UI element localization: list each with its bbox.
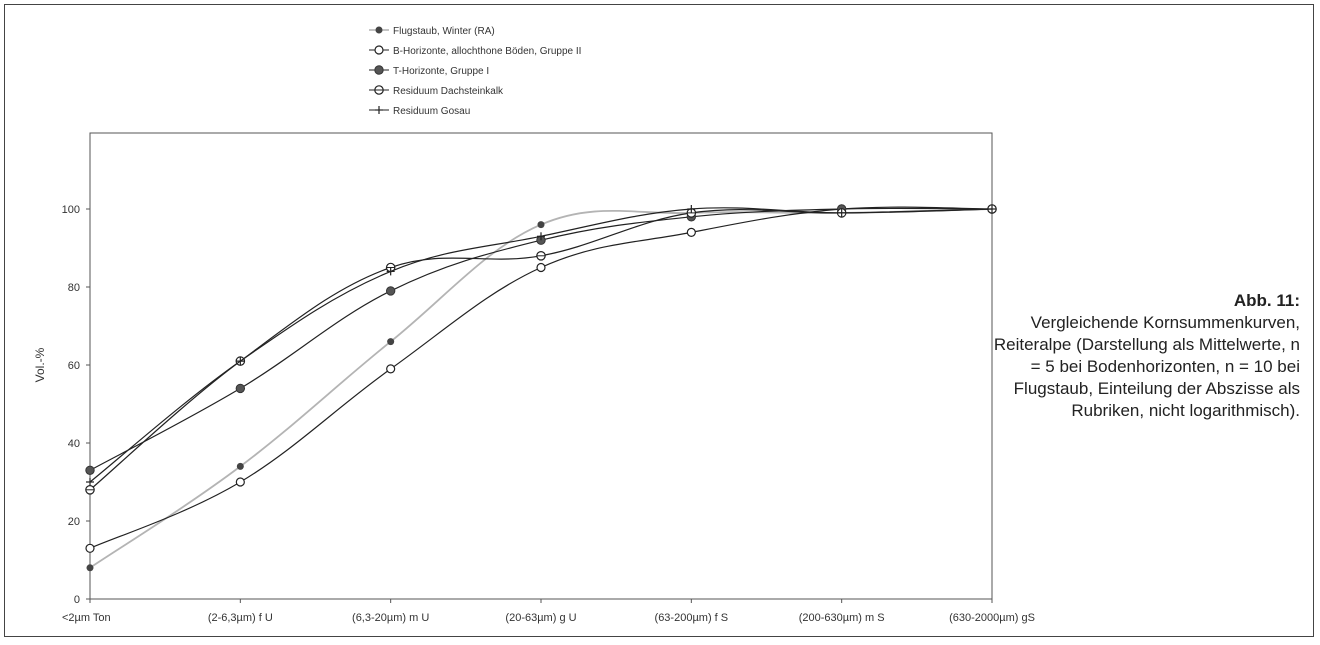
x-tick-label: (63-200µm) f S (655, 612, 729, 624)
y-tick-label: 80 (68, 282, 80, 294)
series-4 (85, 204, 997, 495)
legend-marker (375, 26, 383, 34)
x-tick-label: (2-6,3µm) f U (208, 612, 273, 624)
figure-caption-label: Abb. 11: (1233, 291, 1300, 310)
plot-area-border (89, 132, 993, 600)
x-tick-label: (6,3-20µm) m U (352, 612, 429, 624)
y-tick-label: 20 (68, 516, 80, 528)
y-axis-label: Vol.-% (33, 347, 47, 382)
legend-marker (374, 65, 384, 75)
y-tick-label: 100 (62, 204, 80, 216)
data-point (686, 227, 696, 237)
chart-legend: Flugstaub, Winter (RA) B-Horizonte, alloc… (369, 26, 581, 117)
series-line (89, 207, 993, 471)
legend-marker (374, 45, 384, 55)
data-point (86, 564, 94, 572)
series-line (89, 207, 993, 483)
legend-label: Residuum Gosau (393, 106, 470, 117)
figure-caption-text: Vergleichende Kornsummenkurven, Reiteral… (993, 313, 1300, 420)
data-point (85, 543, 95, 553)
series-line (89, 208, 993, 569)
data-point (385, 286, 396, 296)
figure-frame (4, 4, 1314, 637)
legend-label: Residuum Dachsteinkalk (393, 86, 504, 97)
legend-label: B-Horizonte, allochthone Böden, Gruppe I… (393, 46, 581, 57)
legend-label: Flugstaub, Winter (RA) (393, 26, 495, 37)
figure-caption: Abb. 11: Vergleichende Kornsummenkurven,… (990, 290, 1300, 422)
legend-label: T-Horizonte, Gruppe I (393, 66, 489, 77)
x-tick-label: (200-630µm) m S (799, 612, 885, 624)
data-point (85, 465, 95, 475)
y-tick-label: 60 (68, 360, 80, 372)
series-5 (86, 205, 996, 486)
x-tick-label: (20-63µm) g U (505, 612, 576, 624)
data-point (386, 364, 396, 374)
data-point (536, 262, 546, 273)
y-tick-label: 0 (74, 594, 80, 606)
x-tick-label: <2µm Ton (62, 612, 111, 624)
series-3 (85, 204, 997, 475)
chart-series (85, 204, 997, 572)
data-point (235, 477, 245, 487)
data-point (537, 221, 545, 229)
data-point (235, 383, 246, 394)
y-tick-label: 40 (68, 438, 80, 450)
x-tick-label: (630-2000µm) gS (949, 612, 1035, 624)
data-point (236, 462, 244, 470)
chart-axes: 0 20 40 60 80 100 <2µm Ton (2-6,3µm) f U (6,3-20… (62, 204, 1035, 624)
data-point (387, 338, 395, 346)
